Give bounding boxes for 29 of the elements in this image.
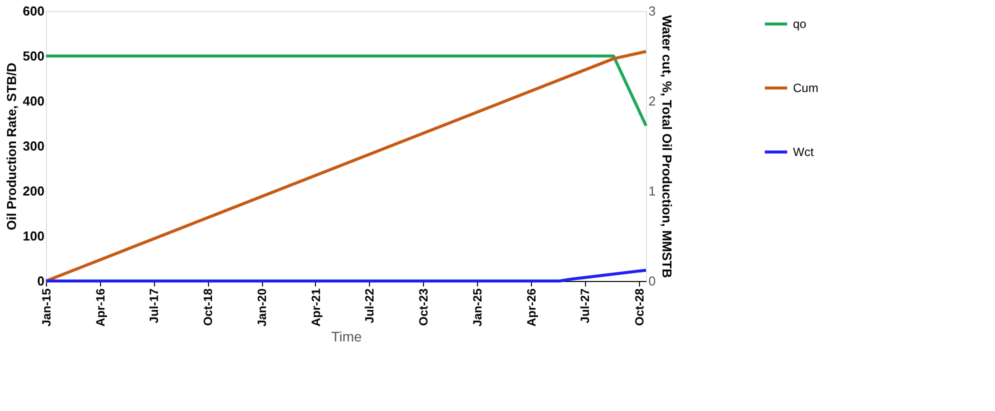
y-tick-label: 500: [22, 48, 44, 64]
y-tick-label: 0: [37, 274, 44, 288]
x-tick-label: Jul-27: [578, 288, 592, 324]
x-tick-label: Jul-22: [362, 288, 377, 324]
x-tick-label: Oct-18: [201, 288, 216, 326]
y-tick-label: 300: [22, 138, 44, 154]
y2-tick-label: 3: [648, 4, 656, 18]
legend-label: Wct: [793, 145, 814, 159]
y2-tick-label: 2: [648, 94, 656, 108]
y-tick-label: 600: [22, 4, 44, 18]
y-axis-title: Oil Production Rate, STB/D: [4, 62, 19, 230]
y2-axis-title: Water cut, %, Total Oil Production, MMSTB: [660, 15, 675, 278]
x-tick-label: Jan-15: [40, 288, 54, 327]
legend-label: qo: [793, 17, 807, 31]
x-tick-label: Apr-26: [524, 288, 538, 327]
y-tick-label: 400: [22, 94, 44, 108]
x-tick-label: Apr-21: [308, 288, 323, 327]
x-tick-label: Oct-23: [416, 288, 431, 326]
y-tick-label: 200: [22, 184, 44, 198]
x-tick-label: Oct-28: [632, 288, 646, 326]
x-tick-label: Apr-16: [93, 288, 108, 327]
legend-label: Cum: [793, 81, 818, 95]
y2-tick-label: 0: [648, 274, 656, 288]
x-tick-label: Jul-17: [147, 288, 162, 324]
x-tick-label: Jan-20: [255, 288, 270, 327]
x-tick-label: Jan-25: [470, 288, 485, 327]
x-axis-title: Time: [331, 328, 362, 345]
y-tick-label: 100: [22, 228, 44, 244]
y2-tick-label: 1: [648, 184, 656, 198]
